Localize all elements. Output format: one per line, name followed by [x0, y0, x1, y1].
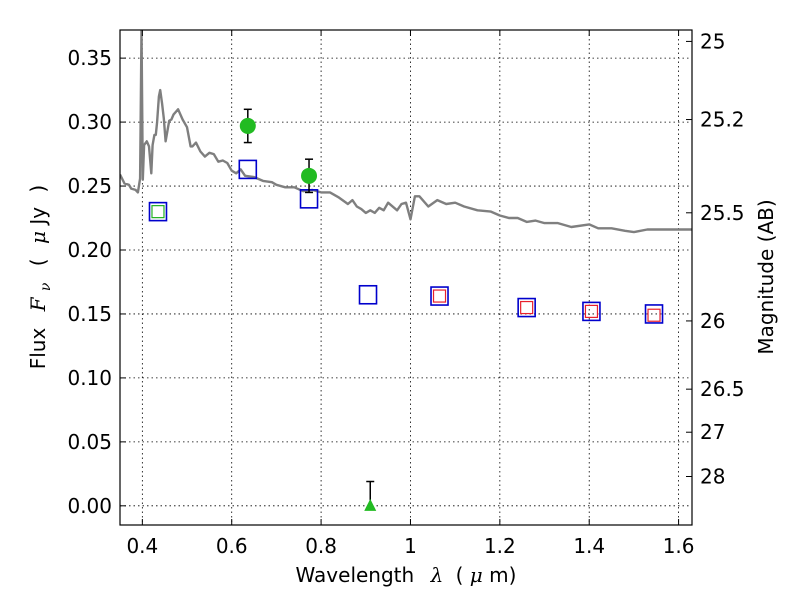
y-tick-label: 0.05 [67, 430, 112, 454]
x-tick-label: 0.6 [216, 534, 248, 558]
plot-frame [119, 29, 693, 526]
blue-square-marker [644, 304, 664, 324]
blue-square-marker [358, 284, 378, 305]
y-axis-label-unit-open: ( [26, 258, 50, 266]
blue-square-marker [238, 159, 258, 180]
x-axis-label: Wavelength λ ( μ m) [296, 563, 517, 587]
magnitude-axis-label: Magnitude (AB) [754, 199, 778, 354]
blue-square-marker [517, 297, 536, 318]
magnitude-tick-label: 25.5 [700, 201, 745, 225]
plot-background [120, 30, 692, 525]
x-tick-label: 1.4 [573, 534, 605, 558]
y-tick-label: 0.10 [67, 366, 112, 390]
blue-square-marker [430, 286, 449, 306]
x-tick-label: 1 [404, 534, 417, 558]
x-axis-label-unit-prefix: ( [456, 563, 464, 587]
y-axis-label-unit-mu: μ [26, 231, 50, 244]
y-tick-label: 0.35 [67, 46, 112, 70]
green-circle-marker [301, 167, 318, 184]
x-axis-label-unit-rest: m) [489, 563, 516, 587]
x-axis-label-symbol: λ [430, 563, 444, 587]
magnitude-tick-label: 27 [700, 420, 725, 444]
x-axis-ticks: 0.4 0.6 0.8 1 1.2 1.4 1.6 [126, 30, 695, 558]
photometry-markers [148, 108, 664, 511]
grid-lines [120, 30, 692, 525]
y-axis-label-symbol: F [26, 296, 50, 312]
y-tick-label: 0.00 [67, 494, 112, 518]
y-tick-label: 0.20 [67, 238, 112, 262]
magnitude-tick-label: 26.5 [700, 377, 745, 401]
y-axis-label: Flux F ν ( μ Jy ) [26, 185, 55, 370]
y-tick-label: 0.25 [67, 174, 112, 198]
blue-square-marker [148, 201, 168, 222]
x-tick-label: 0.8 [305, 534, 337, 558]
magnitude-tick-label: 25.2 [700, 108, 745, 132]
x-tick-label: 1.6 [663, 534, 695, 558]
green-triangle-marker [364, 498, 377, 511]
y-tick-label: 0.30 [67, 110, 112, 134]
red-square-marker [647, 308, 661, 322]
y-tick-label: 0.15 [67, 302, 112, 326]
x-tick-label: 1.2 [484, 534, 516, 558]
spectrum-series [120, 30, 692, 234]
spectrum-line [120, 30, 692, 234]
y-axis-label-text: Flux [26, 328, 50, 370]
y-axis-label-unit-rest: Jy [26, 207, 50, 227]
red-square-marker [584, 304, 599, 318]
magnitude-tick-label: 25 [700, 29, 725, 53]
y-axis-label-unit-close: ) [26, 185, 50, 193]
magnitude-tick-label: 26 [700, 309, 725, 333]
x-axis-label-unit-mu: μ [470, 563, 483, 587]
y-axis-ticks: 0.00 0.05 0.10 0.15 0.20 0.25 0.30 0.35 [67, 46, 126, 518]
magnitude-axis-ticks: 25 25.2 25.5 26 26.5 27 28 [686, 29, 745, 489]
green-square-marker [151, 205, 165, 219]
magnitude-tick-label: 28 [700, 465, 725, 489]
y-axis-label-subscript: ν [38, 282, 54, 291]
x-tick-label: 0.4 [126, 534, 158, 558]
red-square-marker [432, 289, 447, 303]
green-circle-marker [239, 117, 256, 134]
x-axis-label-text: Wavelength [296, 563, 415, 587]
blue-square-marker [582, 301, 601, 322]
red-square-marker [520, 300, 534, 315]
